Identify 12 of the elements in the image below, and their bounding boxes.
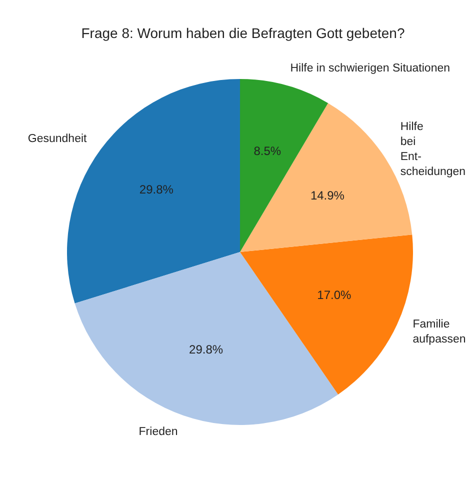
- data-label: 17.0%: [317, 288, 352, 302]
- data-label: 8.5%: [254, 144, 282, 158]
- chart-title: Frage 8: Worum haben die Befragten Gott gebeten?: [81, 25, 405, 41]
- data-label: 29.8%: [139, 182, 174, 197]
- data-label: 14.9%: [310, 188, 345, 202]
- slice-label: Hilfe bei Ent- scheidungen: [400, 121, 466, 178]
- slice-label: Frieden: [138, 426, 178, 438]
- pie-slice: [240, 234, 413, 394]
- data-label: 29.8%: [189, 342, 224, 356]
- slice-label: Familie aufpassen: [412, 318, 466, 346]
- slice-label: Hilfe in schwierigen Situationen: [290, 62, 450, 74]
- slice-label: Gesundheit: [28, 133, 88, 146]
